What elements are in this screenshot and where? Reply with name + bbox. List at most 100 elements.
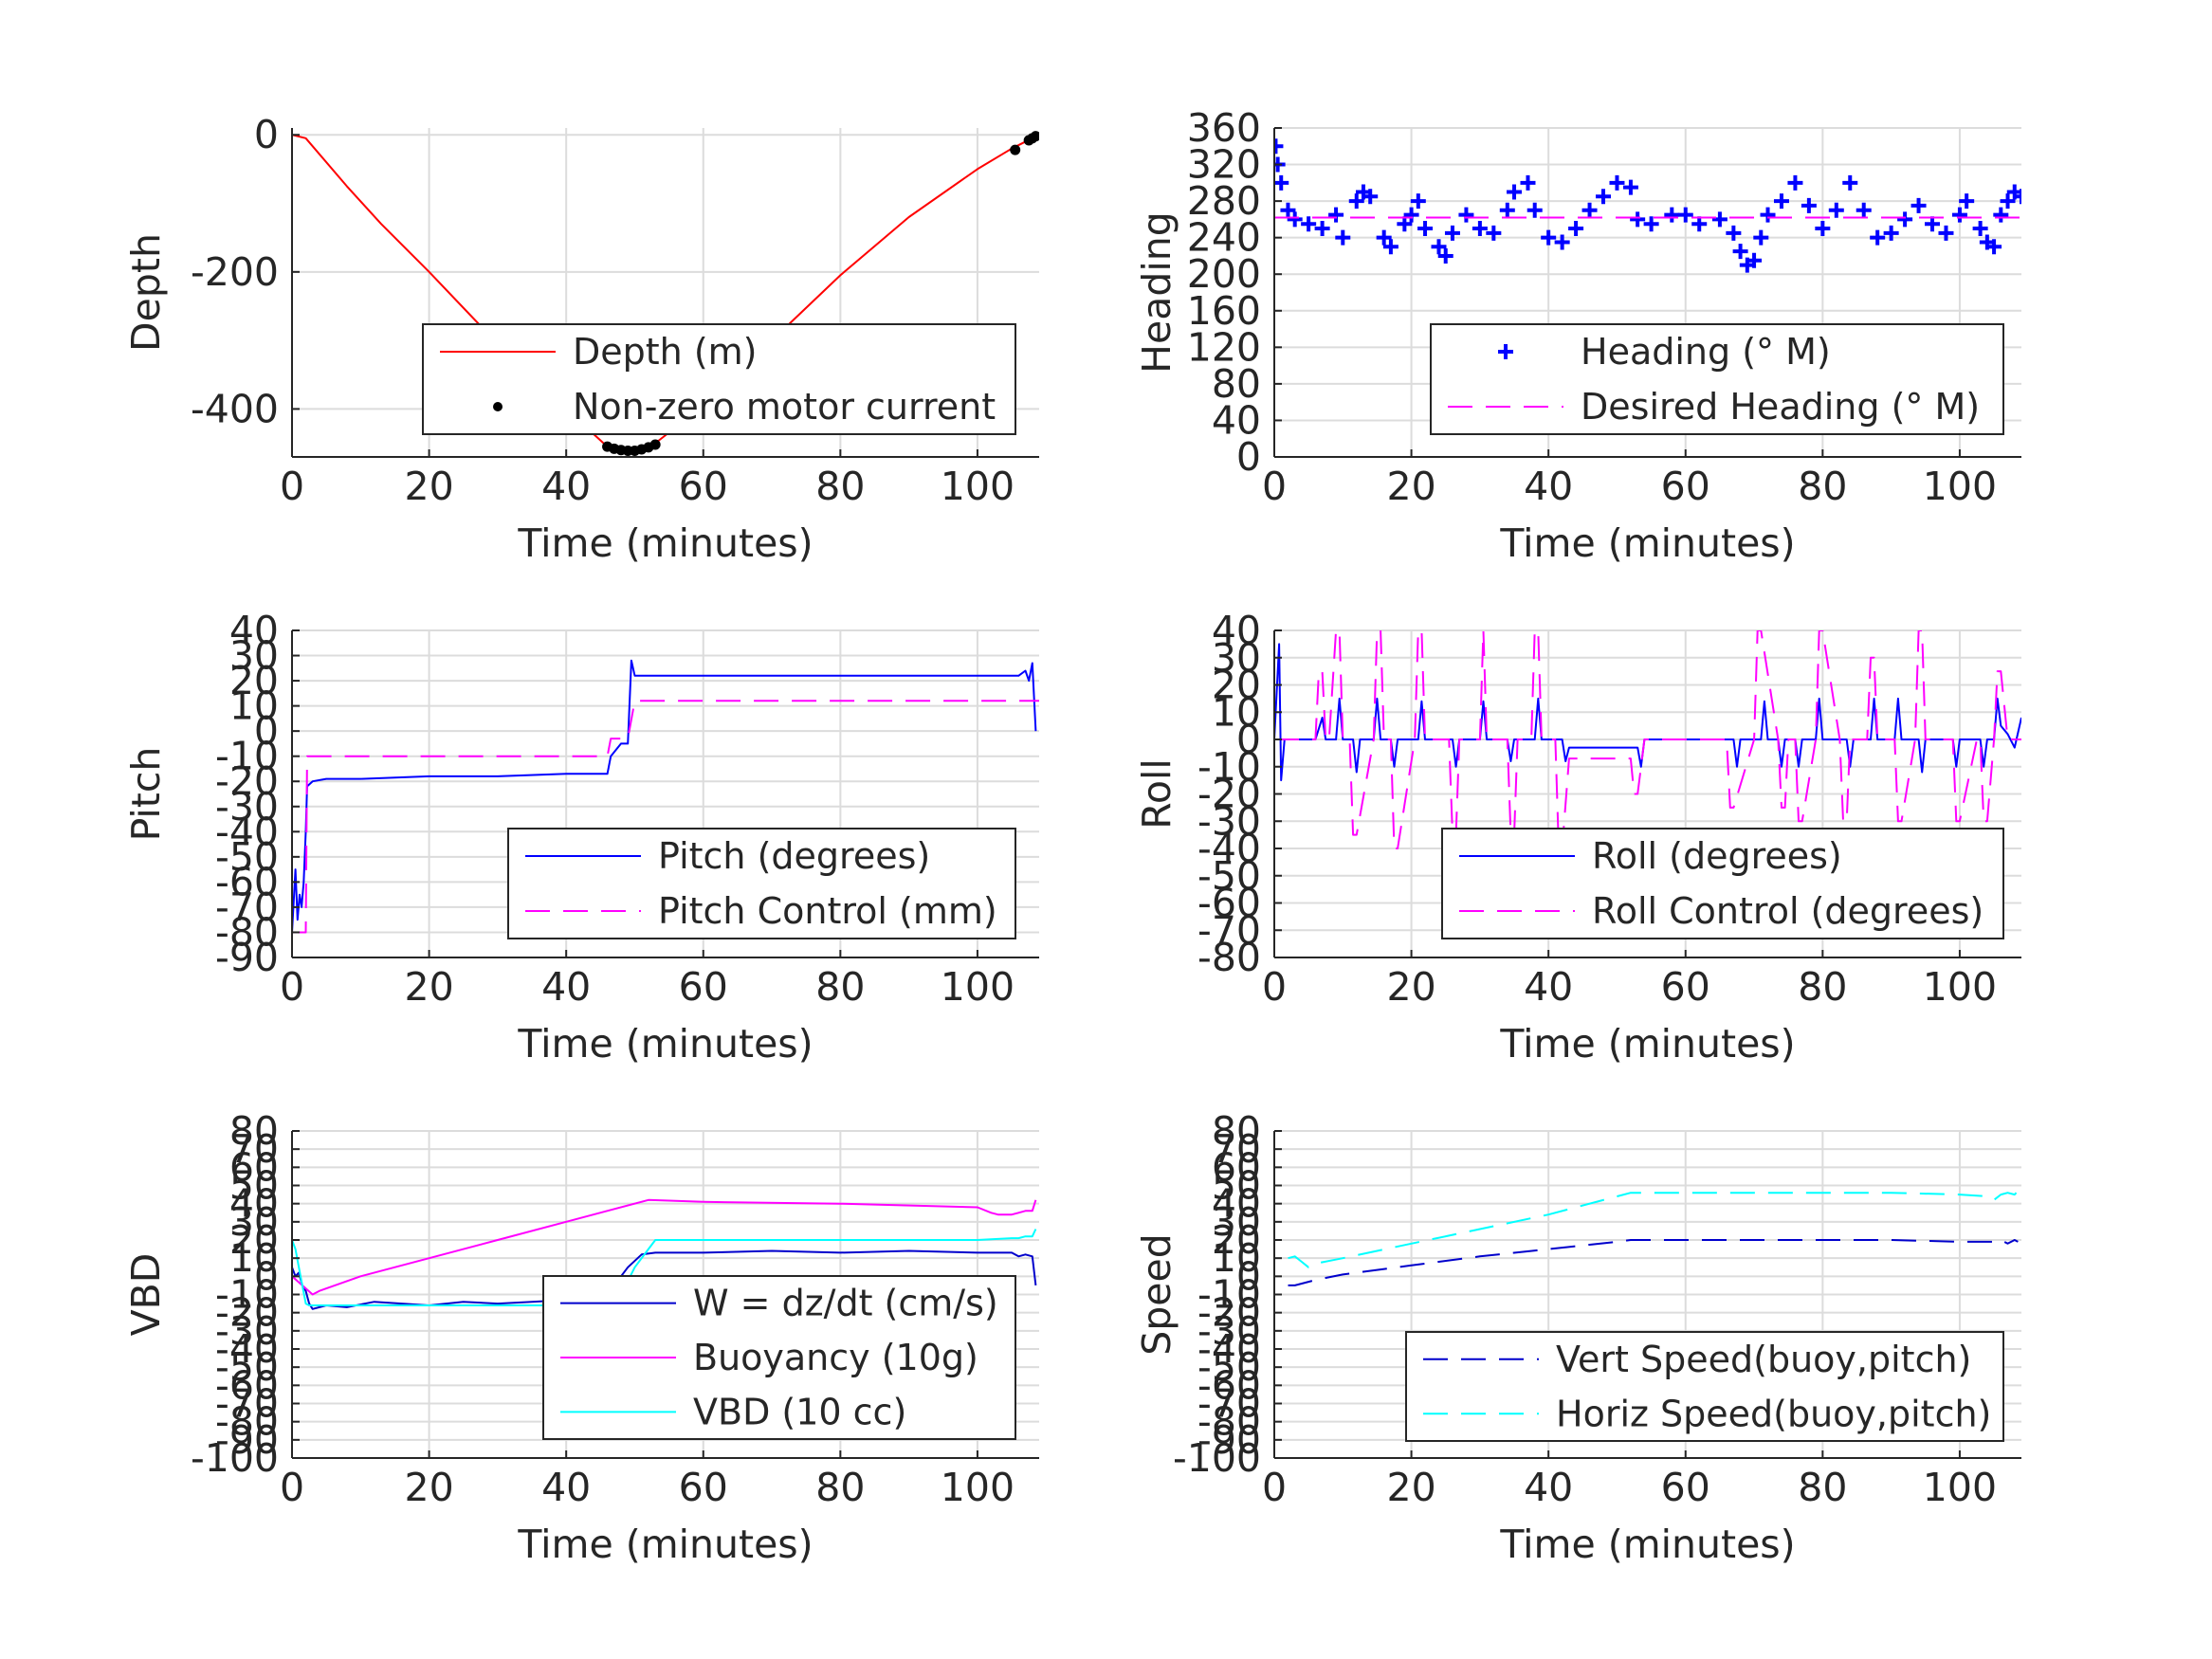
x-axis-label: Time (minutes) bbox=[1499, 520, 1795, 566]
legend-label: Pitch (degrees) bbox=[658, 835, 930, 877]
x-tick-label: 20 bbox=[1387, 1465, 1436, 1510]
y-tick-label: -80 bbox=[1197, 935, 1261, 980]
legend: Roll (degrees) Roll Control (degrees) bbox=[1441, 828, 2004, 939]
y-tick-label: -50 bbox=[1197, 853, 1261, 899]
y-tick-label: 80 bbox=[229, 1108, 279, 1154]
y-tick-label: 240 bbox=[1187, 215, 1261, 261]
series-layer bbox=[292, 131, 1039, 456]
x-tick-label: 0 bbox=[280, 964, 304, 1010]
x-tick-label: 40 bbox=[1524, 964, 1573, 1010]
series-point-heading-m bbox=[1417, 221, 1434, 237]
y-tick-label: 160 bbox=[1187, 288, 1261, 334]
y-tick-label: 70 bbox=[1212, 1126, 1261, 1172]
legend: Pitch (degrees) Pitch Control (mm) bbox=[507, 828, 1016, 939]
x-tick-label: 60 bbox=[1661, 464, 1710, 509]
subplot-bottom-left: 0 20 40 60 80 10080706050403020100-10-20-30-4… bbox=[123, 1108, 1039, 1567]
y-tick-label: -400 bbox=[191, 386, 279, 431]
series-point-heading-m bbox=[1472, 221, 1488, 237]
x-tick-label: 100 bbox=[1923, 1465, 1997, 1510]
y-tick-label: 200 bbox=[1187, 251, 1261, 297]
y-tick-label: -10 bbox=[215, 1272, 279, 1318]
series-point-heading-m bbox=[1444, 225, 1460, 241]
legend: Vert Speed(buoy,pitch) Horiz Speed(buoy,p… bbox=[1405, 1331, 2004, 1442]
y-tick-label: -20 bbox=[1197, 772, 1261, 817]
x-tick-label: 60 bbox=[1661, 1465, 1710, 1510]
series-point-heading-m bbox=[1746, 252, 1763, 268]
y-tick-label: -80 bbox=[215, 1399, 279, 1445]
y-tick-label: -70 bbox=[1197, 1381, 1261, 1427]
y-tick-label: 0 bbox=[254, 112, 279, 157]
y-tick-label: 320 bbox=[1187, 142, 1261, 188]
series-point-heading-m bbox=[1711, 211, 1728, 228]
y-tick-label: 0 bbox=[1236, 1253, 1261, 1299]
legend-label: Desired Heading (° M) bbox=[1581, 386, 1980, 428]
y-tick-label: -40 bbox=[1197, 1326, 1261, 1372]
series-point-heading-m bbox=[1301, 216, 1317, 232]
series-point-heading-m bbox=[1609, 174, 1625, 191]
y-tick-label: -60 bbox=[215, 859, 279, 904]
legend-label: Buoyancy (10g) bbox=[693, 1337, 978, 1378]
series-point-heading-m bbox=[1287, 211, 1303, 228]
y-tick-label: -90 bbox=[1197, 1417, 1261, 1463]
series-point-heading-m bbox=[1925, 216, 1941, 232]
series-point-heading-m bbox=[2000, 193, 2016, 210]
y-axis-label: Heading bbox=[1134, 211, 1179, 374]
series-point-heading-m bbox=[1773, 193, 1789, 210]
series-point-heading-m bbox=[1362, 189, 1379, 205]
legend: Heading (° M) Desired Heading (° M) bbox=[1430, 323, 2004, 435]
y-tick-label: -100 bbox=[191, 1435, 279, 1481]
legend-swatch bbox=[1498, 344, 1513, 359]
series-point-heading-m bbox=[1335, 229, 1351, 246]
series-point-heading-m bbox=[1801, 197, 1817, 213]
series-point-heading-m bbox=[1787, 174, 1803, 191]
series-point-heading-m bbox=[1677, 207, 1693, 223]
x-tick-label: 40 bbox=[1524, 1465, 1573, 1510]
series-point-non-zero-motor-current bbox=[1010, 144, 1021, 155]
subplot-middle-left: 0 20 40 60 80 100403020100-10-20-30-40-50-60-… bbox=[123, 608, 1039, 1066]
x-tick-label: 0 bbox=[1262, 1465, 1287, 1510]
series-point-heading-m bbox=[1397, 216, 1413, 232]
series-point-heading-m bbox=[1622, 179, 1638, 195]
y-tick-label: 40 bbox=[1212, 608, 1261, 653]
x-tick-label: 60 bbox=[1661, 964, 1710, 1010]
y-tick-label: -100 bbox=[1173, 1435, 1261, 1481]
series-point-non-zero-motor-current bbox=[1030, 131, 1039, 142]
series-point-heading-m bbox=[1760, 207, 1776, 223]
y-tick-label: 50 bbox=[229, 1163, 279, 1209]
legend-box bbox=[1441, 828, 2004, 939]
y-tick-label: -40 bbox=[215, 809, 279, 854]
y-axis-label: Speed bbox=[1134, 1233, 1179, 1356]
y-tick-label: -50 bbox=[215, 834, 279, 880]
series-point-heading-m bbox=[1815, 221, 1831, 237]
x-tick-label: 0 bbox=[280, 464, 304, 509]
series-point-heading-m bbox=[1280, 202, 1296, 218]
y-tick-label: 20 bbox=[1212, 1217, 1261, 1263]
series-point-heading-m bbox=[1993, 207, 2009, 223]
series-point-heading-m bbox=[1376, 229, 1392, 246]
x-axis-label: Time (minutes) bbox=[517, 520, 813, 566]
series-line-buoyancy-10g bbox=[292, 1198, 1037, 1296]
y-tick-label: 0 bbox=[1236, 717, 1261, 762]
legend-label: VBD (10 cc) bbox=[693, 1391, 906, 1432]
series-point-heading-m bbox=[1856, 202, 1872, 218]
series-point-heading-m bbox=[1499, 202, 1515, 218]
x-tick-label: 0 bbox=[1262, 964, 1287, 1010]
x-tick-label: 80 bbox=[1798, 464, 1847, 509]
legend-label: Horiz Speed(buoy,pitch) bbox=[1556, 1393, 1991, 1434]
series-layer bbox=[1274, 630, 2021, 849]
series-point-heading-m bbox=[1554, 234, 1570, 250]
y-axis-label: VBD bbox=[123, 1253, 169, 1337]
x-tick-label: 20 bbox=[405, 464, 454, 509]
legend-box bbox=[1430, 323, 2004, 435]
x-tick-label: 20 bbox=[1387, 964, 1436, 1010]
y-tick-label: -80 bbox=[1197, 1399, 1261, 1445]
series-point-heading-m bbox=[1842, 174, 1858, 191]
x-tick-label: 40 bbox=[541, 464, 591, 509]
x-axis-label: Time (minutes) bbox=[1499, 1021, 1795, 1066]
series-point-heading-m bbox=[1986, 239, 2002, 255]
series-point-heading-m bbox=[1596, 189, 1612, 205]
y-tick-label: 280 bbox=[1187, 178, 1261, 224]
y-tick-label: 10 bbox=[1212, 1235, 1261, 1281]
x-tick-label: 80 bbox=[1798, 964, 1847, 1010]
